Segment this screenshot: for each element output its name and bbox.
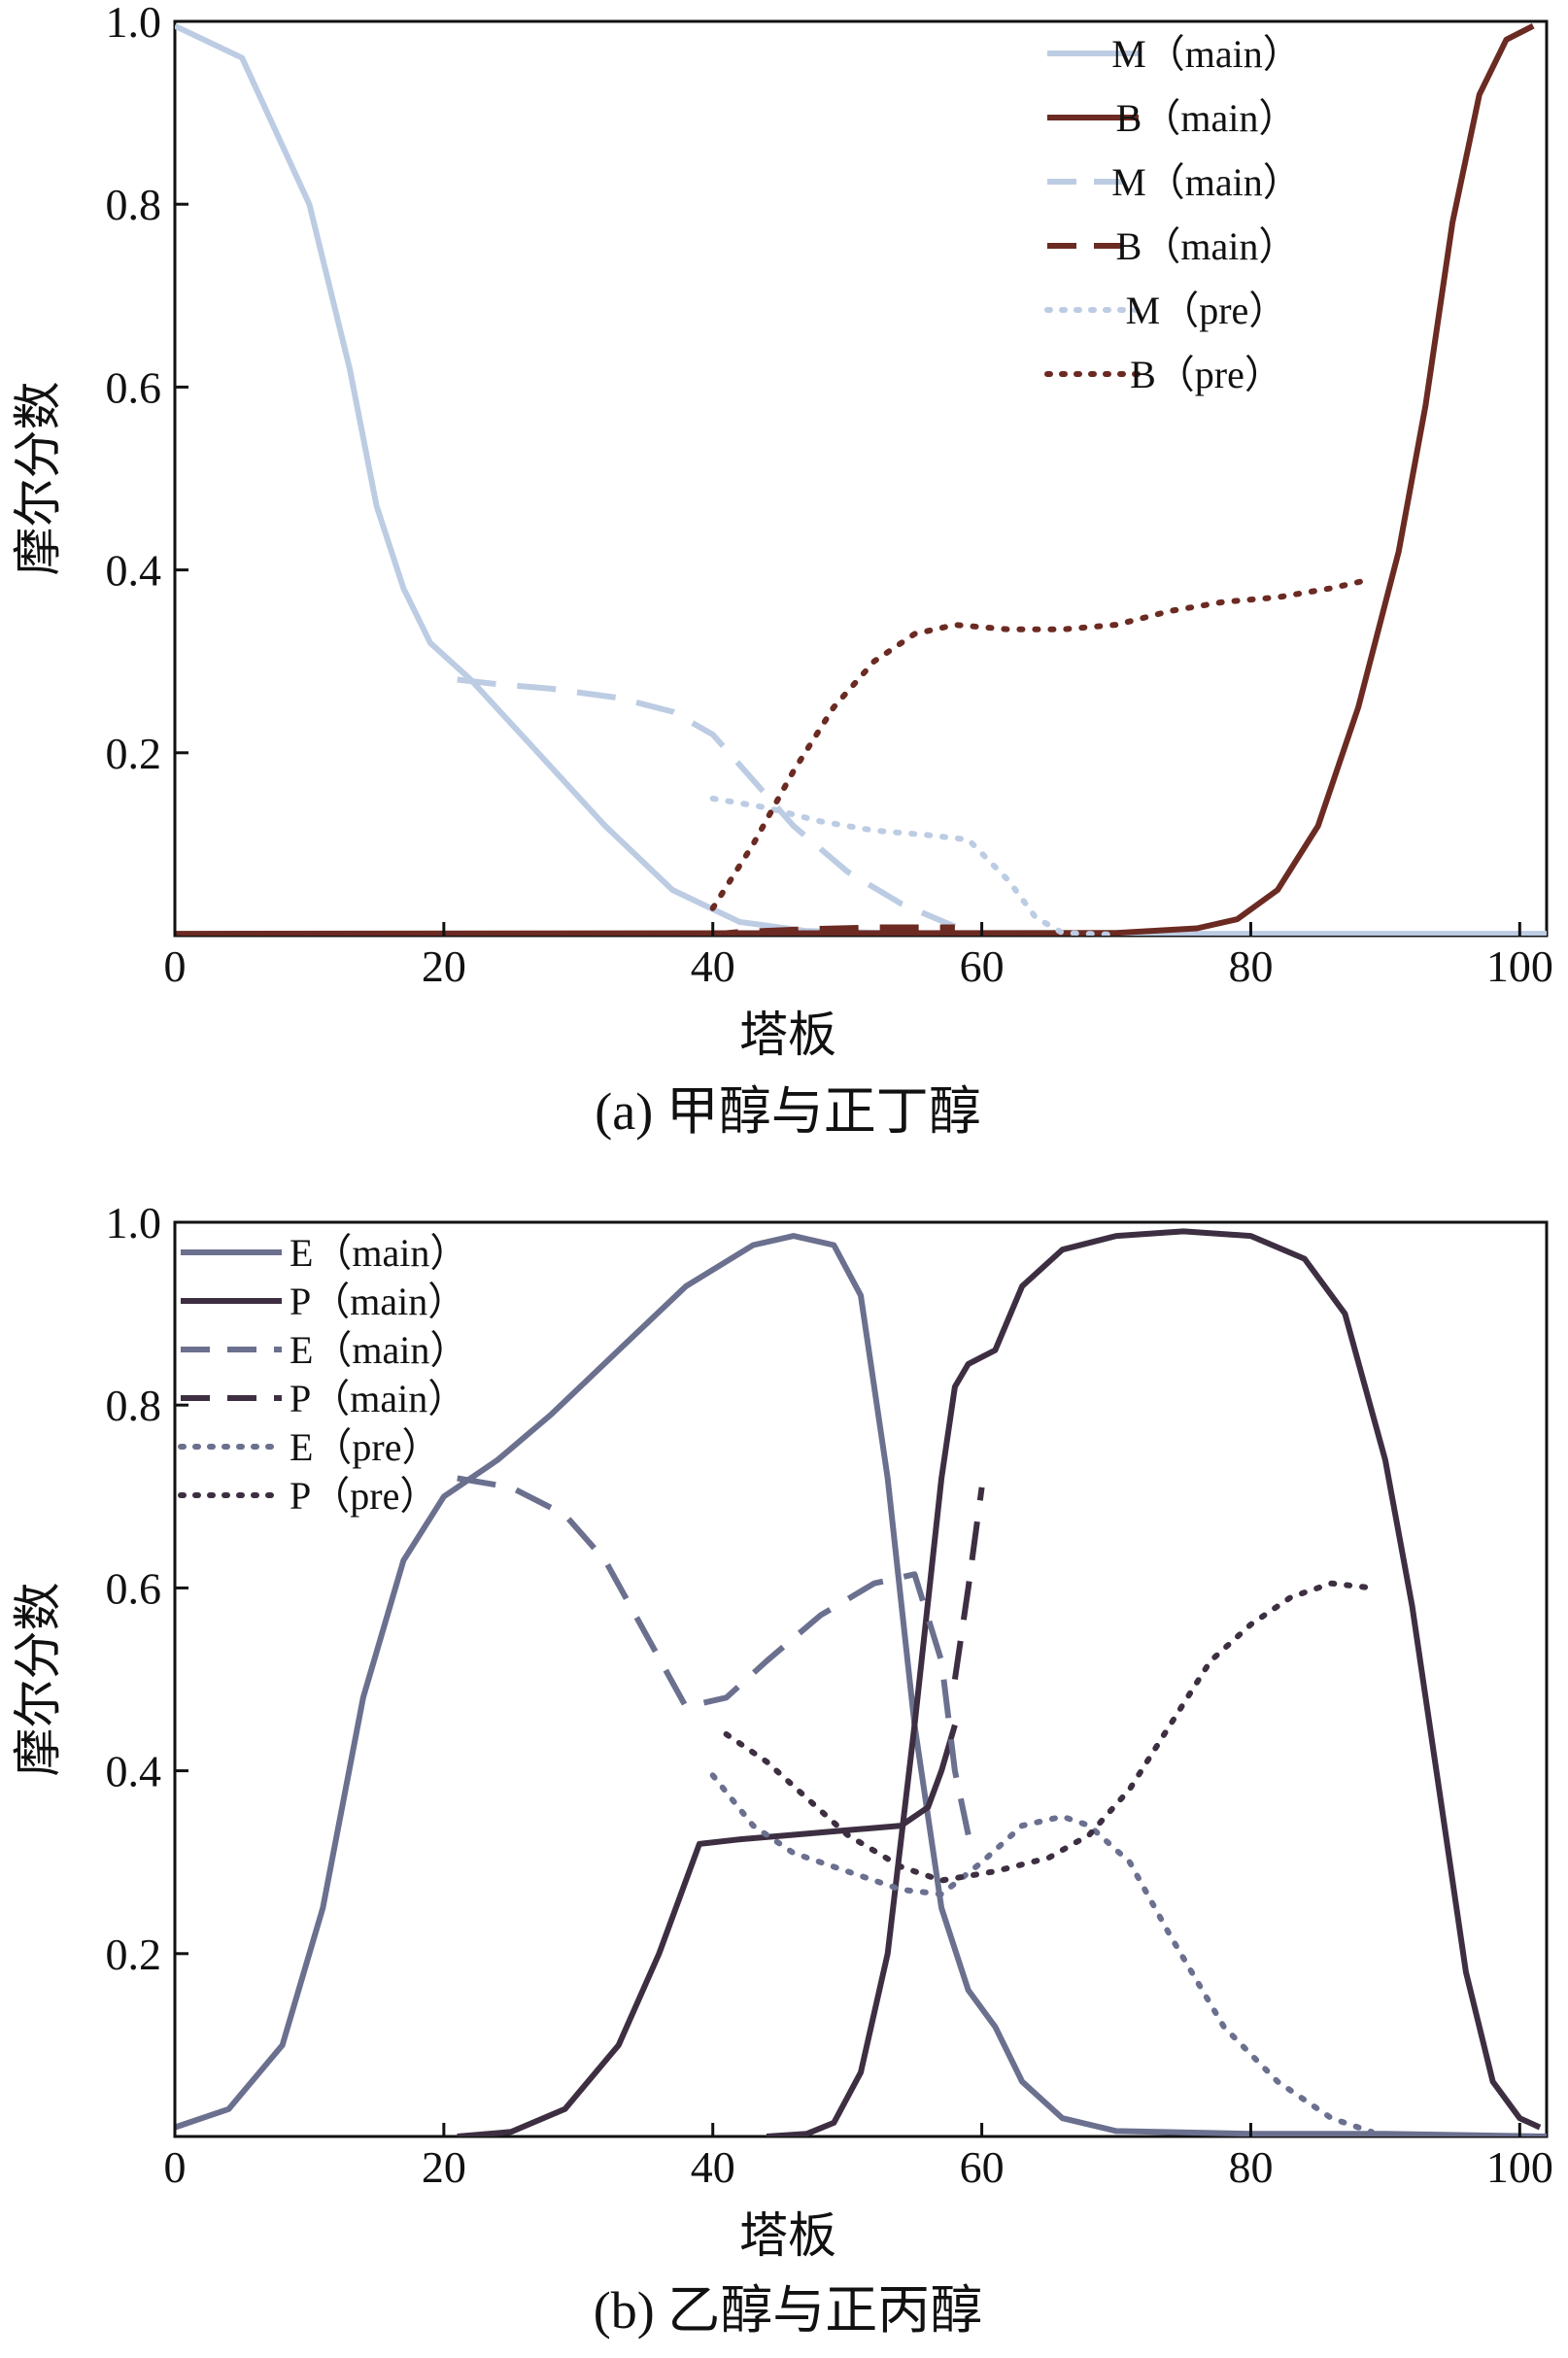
y-tick-label: 0.8 <box>106 1381 162 1430</box>
legend-label: E（pre） <box>290 1425 441 1469</box>
series-line-5 <box>709 1772 1375 2136</box>
legend-label: M（main） <box>1111 32 1302 76</box>
legend-label: M（pre） <box>1126 289 1288 332</box>
y-axis-title: 摩尔分数 <box>11 1583 65 1777</box>
chart-panel-a: 0 20 40 60 80 100 0.2 0.4 0.6 0.8 1.0 塔板 摩尔分数 (a) 甲醇与… <box>11 0 1553 1141</box>
plot-frame <box>173 1220 1549 2138</box>
legend-label: B（main） <box>1116 96 1298 140</box>
y-tick-label: 0.4 <box>106 546 162 596</box>
x-tick-label: 0 <box>164 941 187 991</box>
legend-label: E（main） <box>290 1231 468 1275</box>
x-tick-label: 0 <box>164 2142 187 2192</box>
y-tick-label: 0.4 <box>106 1747 162 1796</box>
series-line-0 <box>175 22 1547 936</box>
x-tick-label: 60 <box>960 941 1005 991</box>
plot-frame <box>173 19 1549 938</box>
series-line-1 <box>457 1724 958 2136</box>
series-line-3 <box>457 1475 971 1836</box>
chart-caption: (b) 乙醇与正丙醇 <box>594 2281 982 2340</box>
y-tick-label: 0.8 <box>106 180 162 229</box>
y-tick-label: 0.2 <box>106 1930 162 1979</box>
legend-label: B（pre） <box>1130 353 1283 396</box>
y-tick-label: 1.0 <box>106 1198 162 1247</box>
series-line-4 <box>709 795 1119 936</box>
series-group <box>175 1228 1547 2136</box>
x-tick-label: 100 <box>1486 941 1553 991</box>
series-line-2 <box>457 676 957 930</box>
x-tick-label: 20 <box>422 941 466 991</box>
x-tick-label: 40 <box>691 2142 735 2192</box>
y-tick-label: 0.6 <box>106 362 162 412</box>
series-line-2 <box>766 1228 1542 2136</box>
legend-label: P（main） <box>290 1280 466 1323</box>
chart-caption: (a) 甲醇与正丁醇 <box>595 1082 980 1141</box>
legend: M（main） B（main） M（main） B（main） M（pre） B（pre） <box>1044 32 1302 396</box>
x-tick-label: 20 <box>422 2142 466 2192</box>
series-line-6 <box>723 1580 1375 1884</box>
chart-panel-b: 0 20 40 60 80 100 0.2 0.4 0.6 0.8 1.0 塔板 摩尔分数 (b) 乙醇与… <box>11 1198 1553 2340</box>
legend-label: P（main） <box>290 1377 466 1420</box>
series-line-1 <box>175 23 1535 936</box>
series-line-5 <box>709 576 1375 911</box>
legend-label: B（main） <box>1116 224 1298 268</box>
x-tick-label: 40 <box>691 941 735 991</box>
legend-label: P（pre） <box>290 1474 438 1518</box>
x-tick-label: 60 <box>960 2142 1005 2192</box>
series-group <box>175 22 1547 936</box>
legend-label: E（main） <box>290 1328 468 1372</box>
y-tick-label: 0.2 <box>106 729 162 778</box>
y-axis-title: 摩尔分数 <box>11 382 65 576</box>
y-tick-label: 1.0 <box>106 0 162 47</box>
y-tick-label: 0.6 <box>106 1563 162 1613</box>
series-line-4 <box>951 1487 985 1680</box>
x-tick-label: 80 <box>1228 941 1273 991</box>
series-line-0 <box>175 1233 1547 2136</box>
x-tick-label: 100 <box>1486 2142 1553 2192</box>
legend-label: M（main） <box>1111 160 1302 204</box>
x-tick-label: 80 <box>1228 2142 1273 2192</box>
x-axis-title: 塔板 <box>739 2208 836 2263</box>
series-line-3 <box>699 924 955 936</box>
x-axis-title: 塔板 <box>739 1008 836 1062</box>
legend: E（main） P（main） E（main） P（main） E（pre） P（pre） <box>178 1231 468 1518</box>
